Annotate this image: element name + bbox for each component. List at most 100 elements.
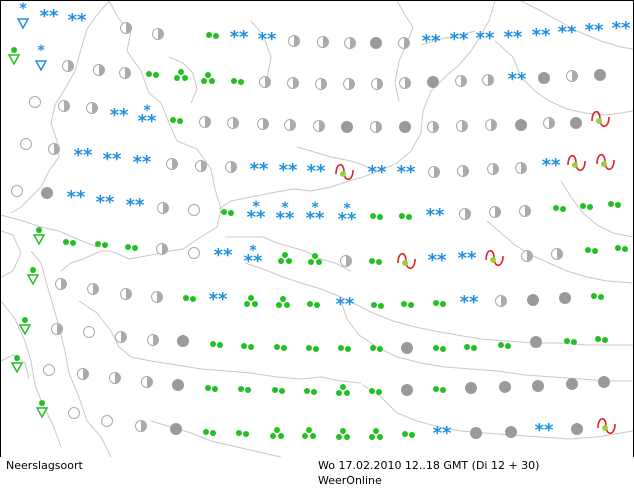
half-cloud-icon bbox=[515, 162, 527, 174]
snow-icon: ** bbox=[68, 10, 87, 31]
clear-disc bbox=[11, 185, 23, 197]
rain-drop bbox=[595, 336, 601, 342]
cloud-half bbox=[290, 119, 296, 131]
half-cloud-icon bbox=[340, 255, 352, 267]
snow-icon: ** bbox=[460, 292, 479, 313]
snow-glyph: ** bbox=[422, 31, 441, 52]
rain-drop bbox=[440, 301, 446, 307]
rain-drop bbox=[14, 355, 20, 361]
half-cloud-icon bbox=[48, 143, 60, 155]
rain-drop bbox=[378, 303, 384, 309]
snow-icon: ** bbox=[258, 29, 277, 50]
showers-icon bbox=[308, 253, 322, 265]
cloud-disc bbox=[530, 336, 542, 348]
overcast-icon bbox=[465, 382, 477, 394]
snow-glyph: * bbox=[311, 200, 319, 216]
snow-glyph: ** bbox=[244, 251, 263, 272]
cloud-half bbox=[126, 288, 132, 300]
cloud-half bbox=[549, 117, 555, 129]
rain-drop bbox=[564, 338, 570, 344]
shower-triangle bbox=[26, 274, 40, 286]
rain-drop bbox=[370, 345, 376, 351]
valid-time-label: Wo 17.02.2010 12..18 GMT (Di 12 + 30) bbox=[318, 459, 540, 472]
cloud-disc bbox=[515, 119, 527, 131]
rain-drop bbox=[310, 433, 316, 439]
snow-glyph: * bbox=[37, 43, 45, 59]
clear-icon bbox=[43, 364, 55, 376]
rain-drop bbox=[433, 345, 439, 351]
rain-drop bbox=[560, 206, 566, 212]
cloud-disc bbox=[465, 382, 477, 394]
rain-drop bbox=[63, 239, 69, 245]
half-cloud-icon bbox=[62, 60, 74, 72]
rain-drop bbox=[11, 47, 17, 53]
snow-icon: ** bbox=[336, 294, 355, 315]
rain-drop bbox=[598, 294, 604, 300]
cloud-half bbox=[462, 120, 468, 132]
thunder-dot bbox=[572, 162, 578, 168]
map-footer: Neerslagsoort Wo 17.02.2010 12..18 GMT (… bbox=[0, 457, 634, 490]
rain-drop bbox=[571, 339, 577, 345]
rain-drop bbox=[471, 345, 477, 351]
rain-drop bbox=[585, 247, 591, 253]
cloud-half bbox=[572, 70, 578, 82]
clear-disc bbox=[43, 364, 55, 376]
snow-icon: * bbox=[34, 43, 48, 72]
snow-glyph: ** bbox=[458, 248, 477, 269]
snow-icon: ** bbox=[133, 152, 152, 173]
rain-icon bbox=[125, 244, 138, 251]
showers-icon bbox=[174, 69, 188, 81]
snow-icon: ** bbox=[504, 27, 523, 48]
half-cloud-icon bbox=[543, 117, 555, 129]
rain-drop bbox=[498, 342, 504, 348]
snow-glyph: ** bbox=[558, 22, 577, 43]
cloud-disc bbox=[527, 294, 539, 306]
snow-glyph: ** bbox=[504, 27, 523, 48]
rain-drop bbox=[286, 258, 292, 264]
showers-icon bbox=[369, 428, 383, 440]
clear-disc bbox=[83, 326, 95, 338]
overcast-icon bbox=[172, 379, 184, 391]
overcast-icon bbox=[499, 381, 511, 393]
rain-drop bbox=[308, 259, 314, 265]
snow-glyph: ** bbox=[126, 195, 145, 216]
cloud-half bbox=[61, 278, 67, 290]
cloud-half bbox=[231, 161, 237, 173]
rain-icon bbox=[10, 355, 24, 374]
snow-glyph: ** bbox=[535, 420, 554, 441]
cloud-disc bbox=[566, 378, 578, 390]
half-cloud-icon bbox=[343, 78, 355, 90]
snow-glyph: ** bbox=[214, 245, 233, 266]
snow-glyph: ** bbox=[426, 205, 445, 226]
shower-triangle bbox=[16, 18, 30, 30]
rain-drop bbox=[153, 72, 159, 78]
rain-icon bbox=[433, 386, 446, 393]
clear-icon bbox=[83, 326, 95, 338]
rain-drop bbox=[608, 201, 614, 207]
overcast-icon bbox=[470, 427, 482, 439]
rain-drop bbox=[70, 240, 76, 246]
rain-drop bbox=[580, 203, 586, 209]
snow-icon: ** bbox=[110, 105, 129, 126]
cloud-half bbox=[501, 295, 507, 307]
showers-icon bbox=[201, 72, 215, 84]
thunder-dot bbox=[596, 118, 602, 124]
half-cloud-icon bbox=[495, 295, 507, 307]
rain-icon bbox=[231, 78, 244, 85]
rain-drop bbox=[279, 388, 285, 394]
thunder-icon bbox=[335, 163, 354, 181]
snow-icon: ** bbox=[585, 20, 604, 41]
snow-icon: ** bbox=[368, 162, 387, 183]
snow-glyph: * bbox=[281, 200, 289, 216]
cloud-half bbox=[54, 143, 60, 155]
rain-drop bbox=[402, 431, 408, 437]
cloud-half bbox=[461, 75, 467, 87]
snow-glyph: * bbox=[343, 201, 351, 217]
snow-icon: ** bbox=[96, 192, 115, 213]
rain-drop bbox=[306, 427, 312, 433]
snow-glyph: ** bbox=[96, 192, 115, 213]
clear-icon bbox=[20, 138, 32, 150]
rain-drop bbox=[217, 342, 223, 348]
rain-drop bbox=[241, 343, 247, 349]
rain-drop bbox=[95, 241, 101, 247]
